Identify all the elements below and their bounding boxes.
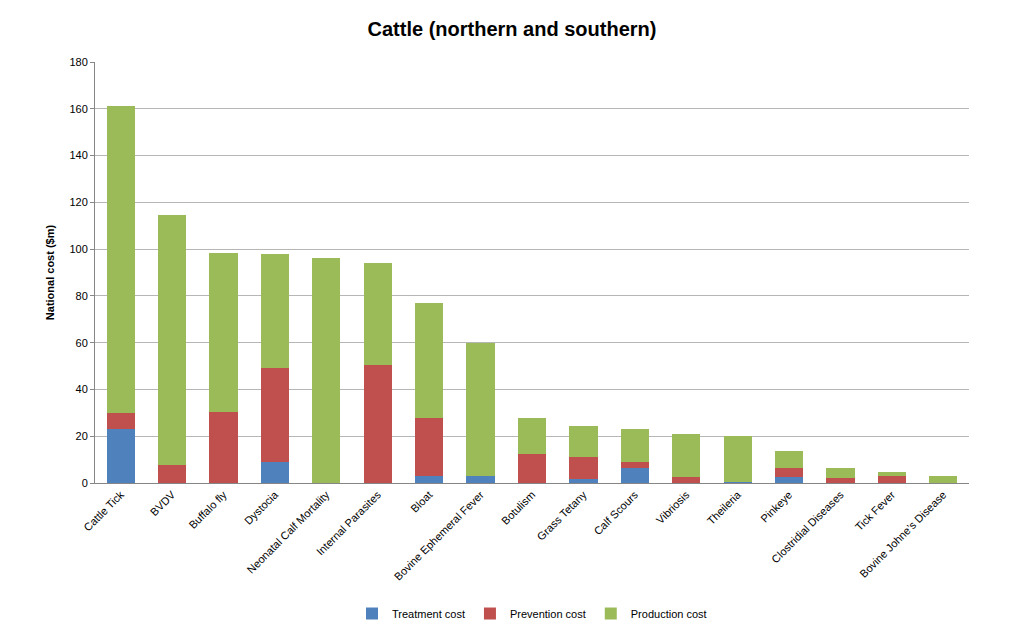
svg-text:Prevention cost: Prevention cost [510,608,586,620]
svg-text:Botulism: Botulism [499,489,537,527]
svg-text:100: 100 [69,243,87,255]
svg-text:BVDV: BVDV [148,488,178,518]
svg-text:180: 180 [69,56,87,68]
svg-text:National cost ($m): National cost ($m) [44,224,56,320]
svg-text:Cattle Tick: Cattle Tick [81,488,126,533]
svg-text:60: 60 [76,337,88,349]
svg-text:Treatment cost: Treatment cost [392,608,465,620]
svg-text:Cattle (northern and southern): Cattle (northern and southern) [368,18,657,40]
svg-text:Bovine Ephemeral Fever: Bovine Ephemeral Fever [392,488,486,582]
svg-text:Dystocia: Dystocia [242,488,281,527]
svg-text:Vibriosis: Vibriosis [654,488,692,526]
svg-text:Production cost: Production cost [631,608,707,620]
svg-text:Buffalo fly: Buffalo fly [186,488,229,531]
svg-text:Bovine Johne’s Disease: Bovine Johne’s Disease [857,489,948,580]
svg-text:20: 20 [76,430,88,442]
svg-text:160: 160 [69,103,87,115]
svg-text:120: 120 [69,196,87,208]
svg-text:Internal Parasites: Internal Parasites [314,488,383,557]
svg-text:Grass Tetany: Grass Tetany [535,488,590,543]
svg-text:Tick Fever: Tick Fever [853,488,898,533]
svg-text:Pinkeye: Pinkeye [758,489,794,525]
svg-text:Neonatal Calf Mortality: Neonatal Calf Mortality [244,488,332,576]
svg-text:Clostridial Diseases: Clostridial Diseases [769,488,846,565]
svg-text:Calf Scours: Calf Scours [591,488,640,537]
svg-text:140: 140 [69,149,87,161]
svg-text:Bloat: Bloat [408,489,434,515]
svg-text:80: 80 [76,290,88,302]
svg-text:0: 0 [82,477,88,489]
svg-text:Theileria: Theileria [705,488,744,527]
svg-text:40: 40 [76,383,88,395]
